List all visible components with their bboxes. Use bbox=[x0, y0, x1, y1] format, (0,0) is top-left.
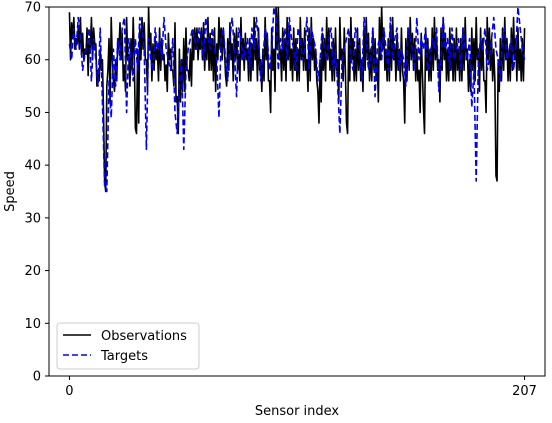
x-axis-label: Sensor index bbox=[255, 404, 340, 419]
y-tick-label: 40 bbox=[24, 159, 41, 174]
legend-label-targets: Targets bbox=[100, 349, 148, 364]
axes-frame bbox=[48, 6, 546, 377]
y-axis-label: Speed bbox=[3, 171, 18, 212]
legend-box bbox=[56, 322, 200, 370]
y-tick-label: 20 bbox=[24, 264, 41, 279]
series-layer bbox=[68, 7, 526, 193]
ticks-layer: 0 10 20 30 40 50 60 70 0 207 bbox=[24, 1, 537, 400]
legend: Observations Targets bbox=[56, 322, 200, 370]
x-tick-label: 0 bbox=[65, 384, 73, 399]
x-tick-label: 207 bbox=[512, 384, 537, 399]
legend-label-observations: Observations bbox=[101, 329, 187, 344]
y-tick-label: 30 bbox=[24, 211, 41, 226]
y-tick-label: 50 bbox=[24, 106, 41, 121]
y-tick-label: 0 bbox=[33, 370, 41, 385]
y-tick-label: 60 bbox=[24, 53, 41, 68]
series-line-observations bbox=[68, 7, 526, 193]
series-line-targets bbox=[68, 7, 526, 193]
y-tick-label: 10 bbox=[24, 317, 41, 332]
y-tick-label: 70 bbox=[24, 1, 41, 16]
